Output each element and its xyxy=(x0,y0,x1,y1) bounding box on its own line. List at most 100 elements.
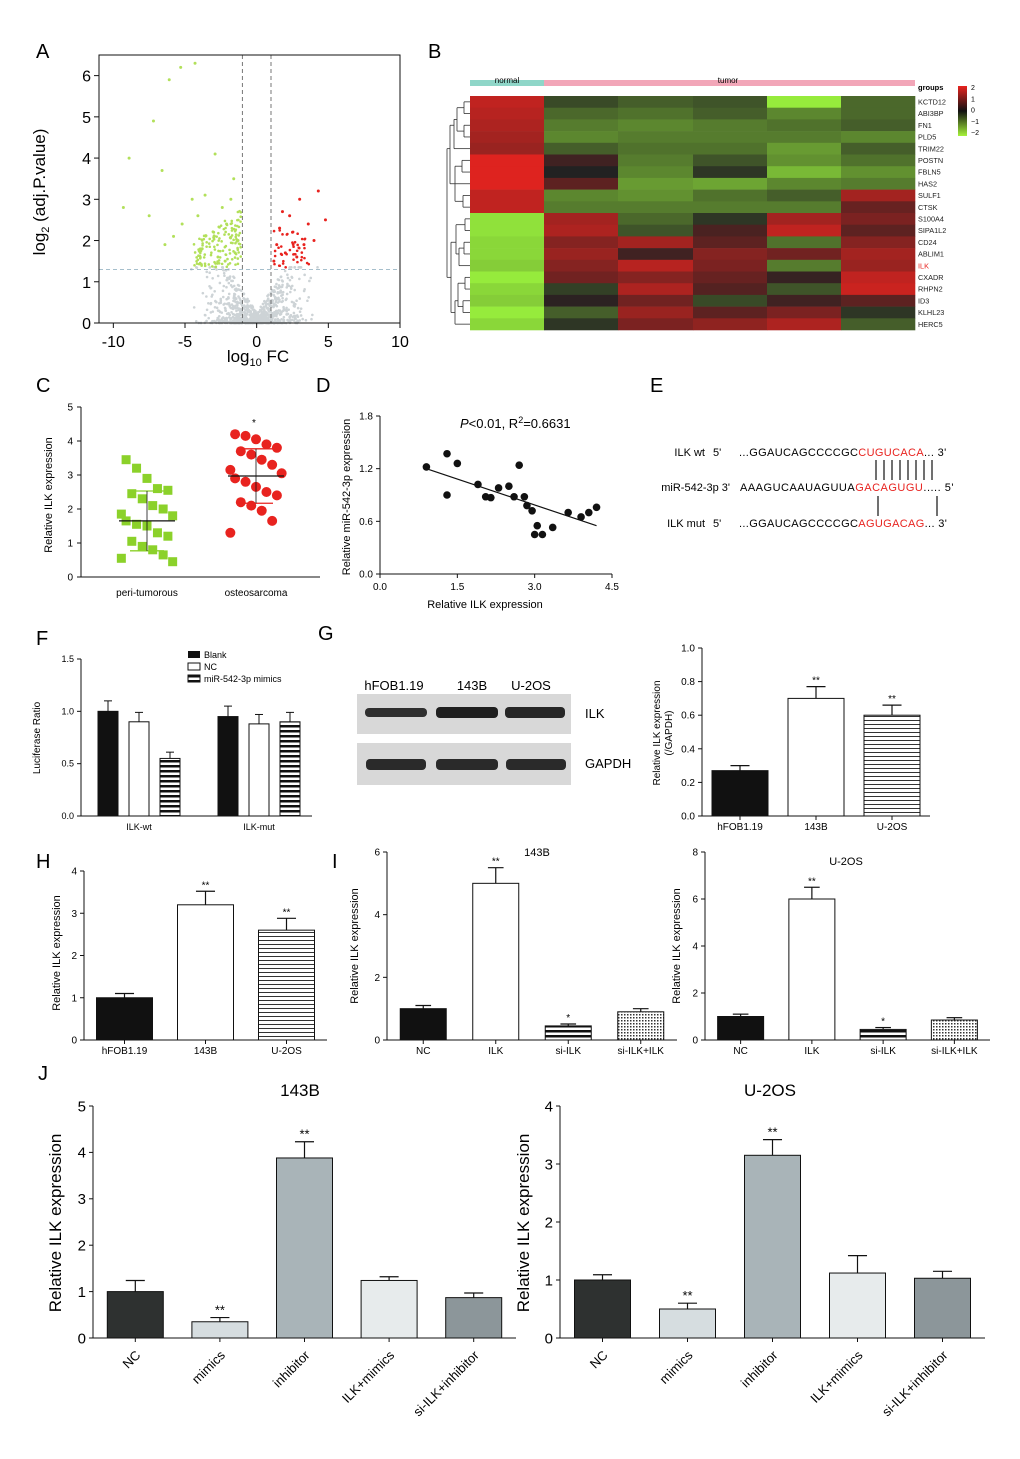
point xyxy=(208,245,212,249)
data-point xyxy=(240,476,251,487)
x-tick-label: si-ILK+ILK xyxy=(618,1046,665,1057)
heatmap-cell xyxy=(618,306,694,319)
blot-gapdh-band-hfob xyxy=(366,759,426,770)
point xyxy=(277,246,280,250)
heatmap-cell xyxy=(841,283,916,296)
point xyxy=(282,315,286,319)
heatmap-cell xyxy=(544,318,619,331)
point xyxy=(239,215,242,219)
point xyxy=(205,308,209,312)
point xyxy=(221,249,225,253)
point xyxy=(256,313,260,317)
heatmap-cell xyxy=(693,154,768,167)
y-tick-label: 1.8 xyxy=(359,412,373,423)
point xyxy=(213,289,216,293)
heatmap-cell xyxy=(544,306,619,319)
point xyxy=(237,234,241,237)
point xyxy=(268,310,272,313)
point xyxy=(240,303,244,307)
blot-row-gapdh: GAPDH xyxy=(585,756,631,771)
bar-inhibitor xyxy=(276,1157,333,1339)
point xyxy=(298,197,302,201)
point xyxy=(213,305,217,309)
point xyxy=(293,266,296,269)
point xyxy=(228,248,231,252)
heatmap-cell xyxy=(470,96,545,108)
point xyxy=(299,258,303,262)
point xyxy=(234,233,238,236)
point xyxy=(261,302,265,306)
point xyxy=(216,274,220,278)
heatmap-cell xyxy=(767,189,842,202)
point xyxy=(223,302,227,306)
point xyxy=(303,256,306,260)
point xyxy=(276,278,280,281)
point xyxy=(203,262,207,266)
legend-swatch-blank xyxy=(188,651,200,658)
point xyxy=(292,311,296,315)
point xyxy=(193,61,197,65)
point xyxy=(227,233,231,236)
y-tick-label: 6 xyxy=(692,895,698,906)
x-tick-label: NC xyxy=(120,1348,144,1372)
point xyxy=(307,262,311,266)
heatmap-cell xyxy=(841,119,916,132)
heatmap-cell xyxy=(841,213,916,225)
point xyxy=(163,243,167,247)
point xyxy=(285,252,288,256)
heatmap-cell xyxy=(693,189,768,202)
point xyxy=(217,231,220,235)
point xyxy=(245,317,248,321)
data-point xyxy=(152,484,162,494)
point xyxy=(230,257,234,261)
panel-g-letter: G xyxy=(318,623,334,645)
correlation-plot: 0.0 0.6 1.2 1.8 0.0 1.5 3.0 4.5 xyxy=(359,412,619,594)
point xyxy=(301,317,304,321)
data-point xyxy=(148,545,158,555)
point xyxy=(286,276,290,280)
point xyxy=(278,229,282,232)
gene-label-RHPN2: RHPN2 xyxy=(918,285,943,294)
point xyxy=(306,299,309,303)
heatmap-cell xyxy=(841,189,916,202)
bar-U-2OS xyxy=(258,929,315,1041)
y-tick-label: 0.8 xyxy=(681,677,695,688)
row-dendrogram xyxy=(446,101,470,325)
y-tick-label: 5 xyxy=(67,403,73,414)
point xyxy=(212,234,216,237)
point xyxy=(211,277,214,280)
heatmap-cell xyxy=(767,119,842,132)
point xyxy=(303,273,306,277)
x-tick-label: inhibitor xyxy=(738,1347,781,1390)
y-tick-label: 4 xyxy=(67,437,73,448)
data-point xyxy=(271,442,282,453)
point xyxy=(304,318,308,322)
group-label-tumor: tumor xyxy=(718,76,739,85)
data-point xyxy=(538,530,547,539)
data-point xyxy=(256,454,267,465)
heatmap-cell xyxy=(470,142,545,155)
point xyxy=(293,252,296,256)
y-tick-label: 0 xyxy=(71,1036,77,1047)
x-tick-label: hFOB1.19 xyxy=(102,1046,148,1057)
data-point xyxy=(267,515,278,526)
x-tick-label: 5 xyxy=(324,334,333,351)
point xyxy=(237,295,240,298)
point xyxy=(295,299,298,303)
point xyxy=(265,302,269,306)
y-tick-label: 2 xyxy=(374,973,380,984)
ilk-mut-5prime: 5' xyxy=(713,518,721,530)
point xyxy=(224,230,227,234)
point xyxy=(195,259,198,263)
j-left-title: 143B xyxy=(280,1081,320,1100)
point xyxy=(237,242,241,245)
heatmap-cell xyxy=(767,166,842,179)
data-point xyxy=(422,463,431,471)
color-legend-tick: −2 xyxy=(971,130,979,137)
heatmap-cell xyxy=(841,271,916,284)
gene-label-SULF1: SULF1 xyxy=(918,191,941,200)
panel-b: B normal tumor groups KCTD12 ABI3BP FN1 PLD5 TR… xyxy=(428,41,979,331)
color-legend-tick: −1 xyxy=(971,119,979,126)
ilk-mut-sequence: ...GGAUCAGCCCCGCAGUGACAG... 3' xyxy=(739,518,947,530)
point xyxy=(225,285,228,289)
